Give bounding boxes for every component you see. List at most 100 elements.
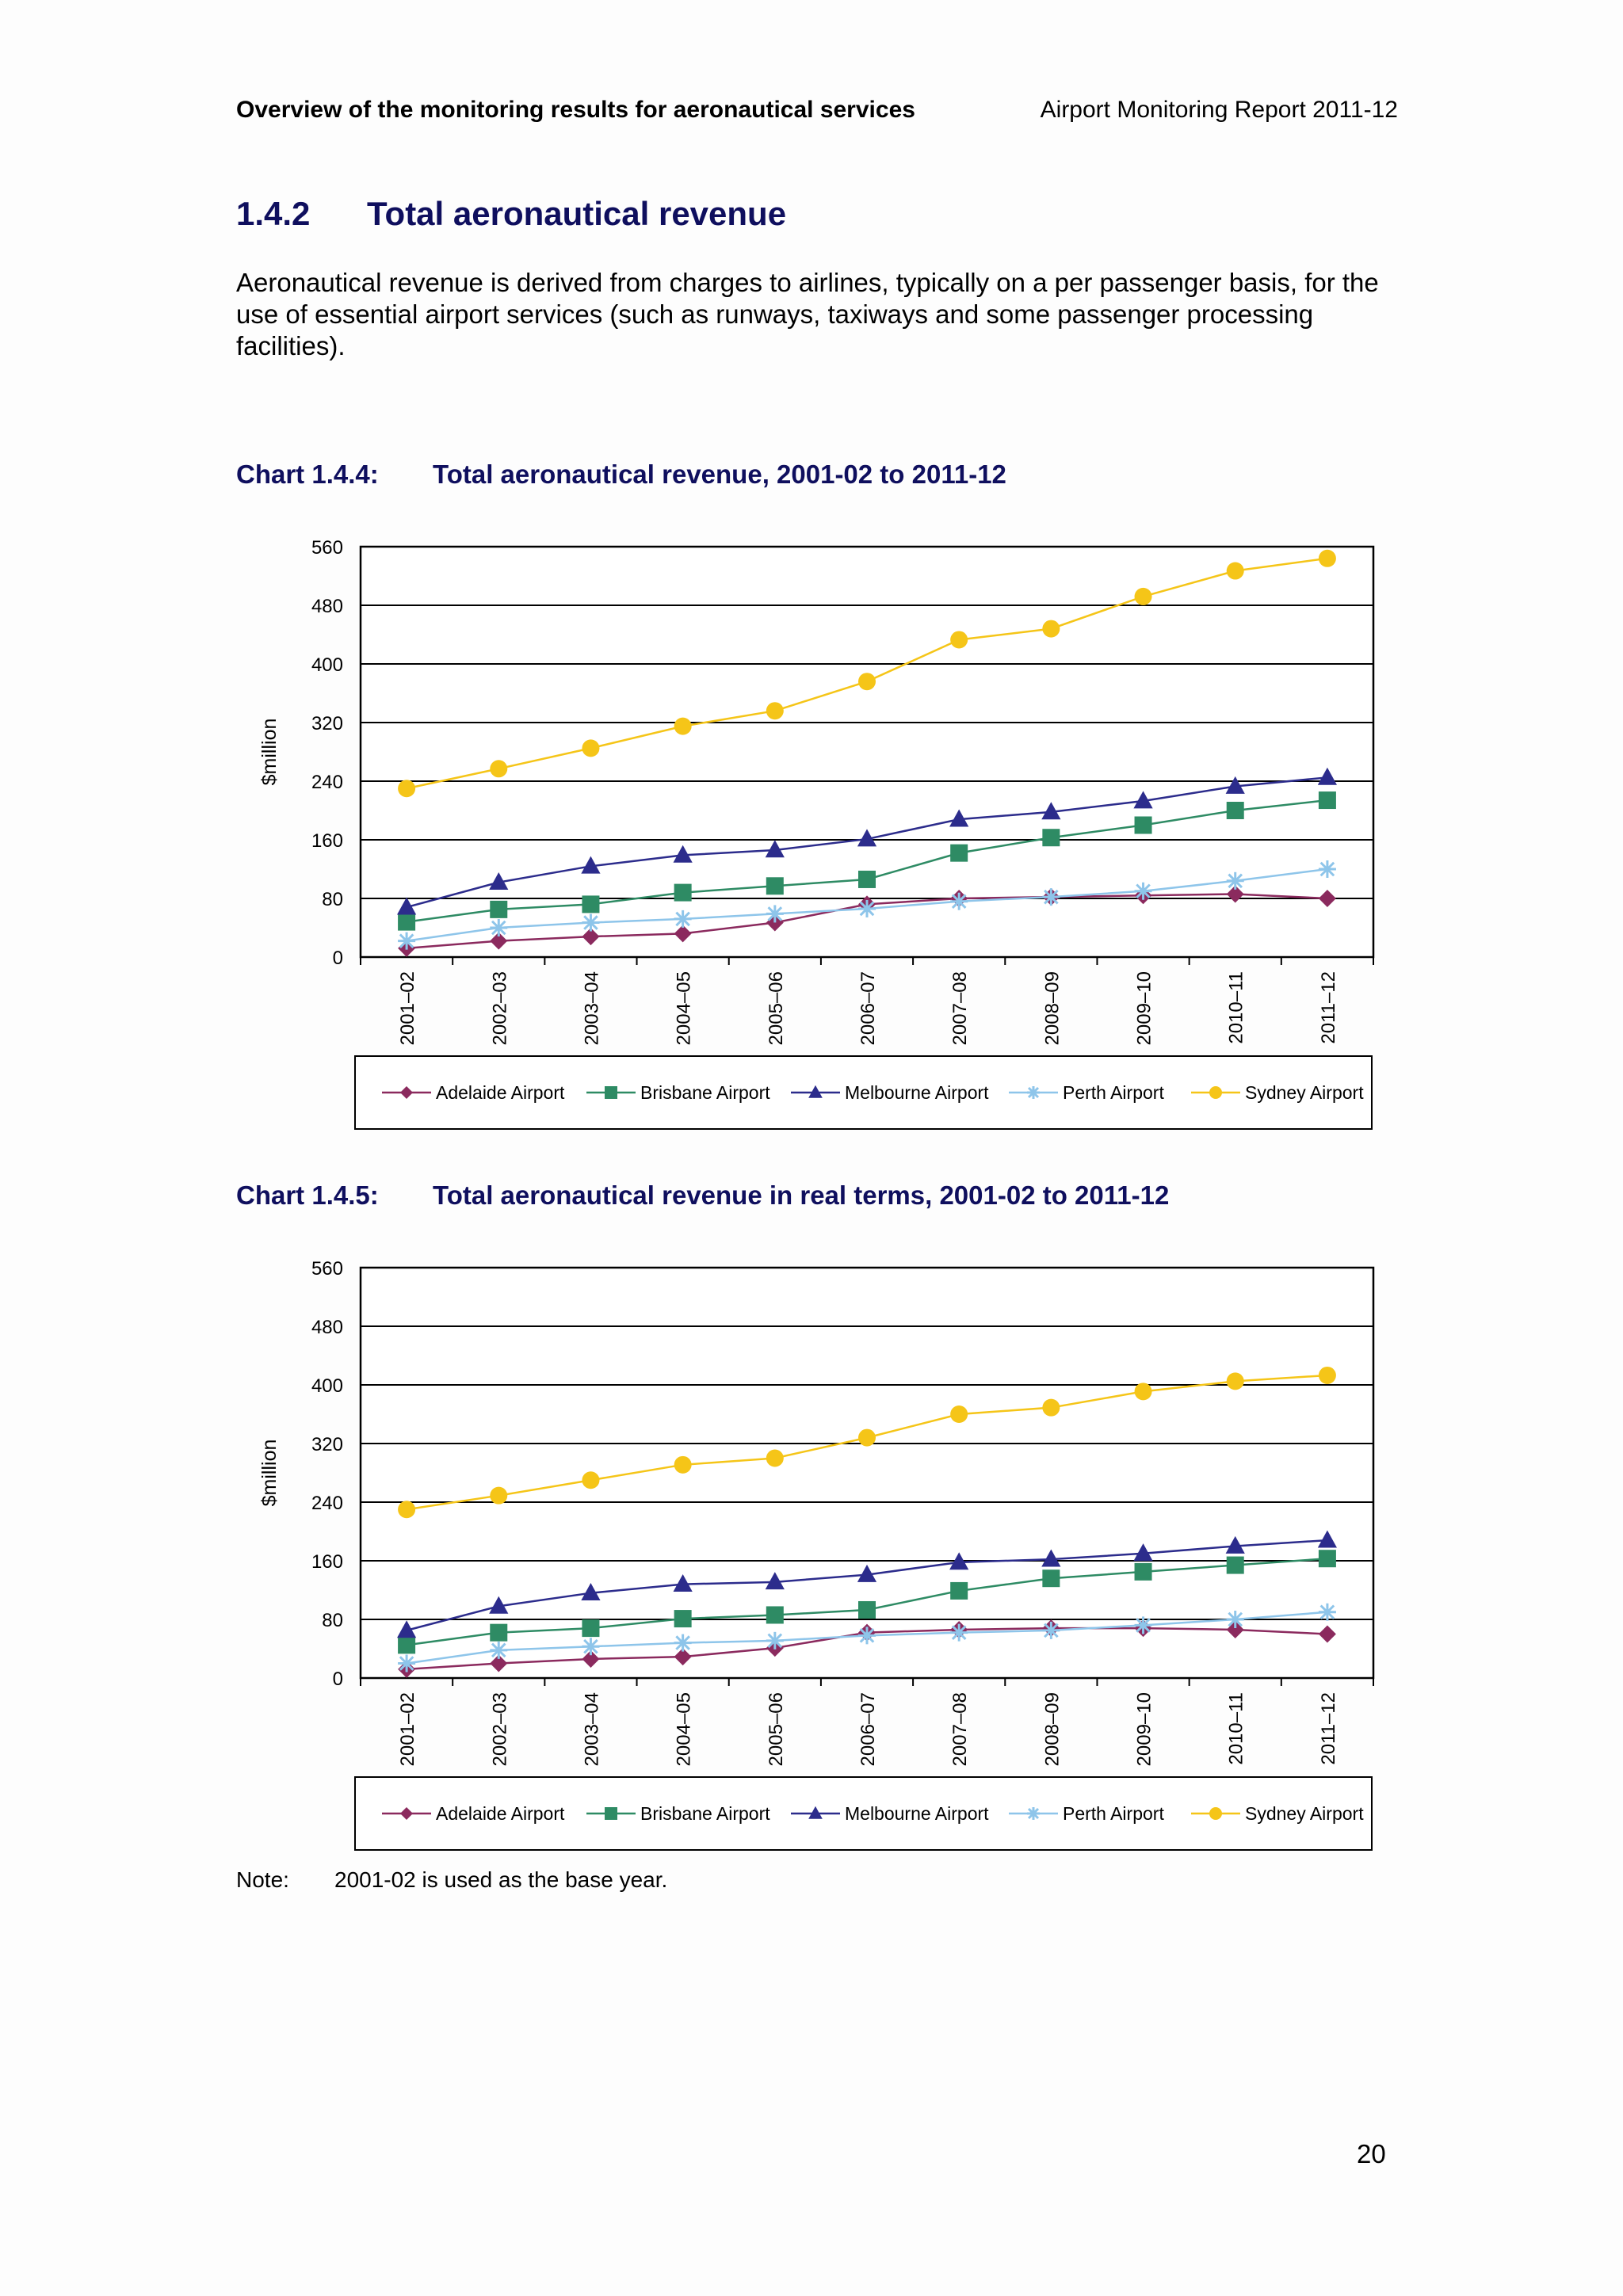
legend-entry: Melbourne Airport: [791, 1082, 989, 1103]
data-point: [489, 872, 509, 890]
data-point: [674, 717, 692, 735]
data-point: [674, 883, 692, 902]
x-tick-label: 2009–10: [1134, 1692, 1155, 1766]
x-tick-label: 2004–05: [674, 971, 695, 1045]
y-tick-label: 480: [311, 596, 343, 617]
legend-entry: Perth Airport: [1009, 1803, 1164, 1824]
chart-2-title: Total aeronautical revenue in real terms…: [433, 1180, 1170, 1210]
legend-label: Brisbane Airport: [640, 1082, 770, 1103]
data-point: [582, 928, 600, 946]
legend-marker: [400, 1086, 413, 1099]
data-point: [1318, 860, 1336, 878]
data-point: [1041, 802, 1061, 820]
data-point: [582, 1619, 600, 1638]
y-tick-label: 240: [311, 1493, 343, 1514]
data-point: [1317, 767, 1338, 785]
note-text: 2001-02 is used as the base year.: [334, 1867, 668, 1892]
data-point: [674, 1455, 692, 1474]
legend-entry: Brisbane Airport: [586, 1082, 770, 1103]
y-tick-label: 400: [311, 654, 343, 676]
y-tick-label: 160: [311, 830, 343, 852]
data-point: [1226, 562, 1244, 580]
data-point: [398, 1654, 416, 1672]
series-perth-airport: [398, 860, 1336, 950]
data-point: [398, 780, 416, 798]
legend-entry: Melbourne Airport: [791, 1803, 989, 1824]
legend-entry: Brisbane Airport: [586, 1803, 770, 1824]
data-point: [765, 840, 785, 858]
data-point: [1134, 1616, 1152, 1634]
series-sydney-airport: [398, 1366, 1336, 1519]
series-melbourne-airport: [396, 1530, 1338, 1638]
data-point: [1134, 1562, 1152, 1581]
legend-label: Adelaide Airport: [436, 1082, 565, 1103]
data-point: [1225, 776, 1245, 794]
legend-marker: [605, 1086, 617, 1099]
data-point: [1318, 1550, 1336, 1568]
data-point: [949, 809, 969, 827]
y-tick-label: 560: [311, 537, 343, 559]
x-tick-label: 2006–07: [857, 1692, 879, 1766]
data-point: [396, 897, 417, 915]
data-point: [1318, 791, 1336, 810]
line-chart-real-revenue: 0 80 160 240 320 400 480 560 $million 2001–02 2002…: [258, 1258, 1375, 1851]
data-point: [1134, 1383, 1152, 1401]
section-title: Total aeronautical revenue: [367, 195, 787, 232]
y-tick-label: 80: [322, 889, 343, 910]
legend-entry: Perth Airport: [1009, 1082, 1164, 1103]
data-point: [582, 1471, 600, 1489]
x-tick-label: 2002–03: [489, 971, 510, 1045]
x-tick-label: 2010–11: [1226, 1692, 1247, 1765]
data-point: [1317, 1530, 1338, 1548]
legend-marker: [808, 1806, 823, 1819]
data-point: [490, 1654, 508, 1672]
y-tick-label: 480: [311, 1317, 343, 1338]
x-tick-label: 2006–07: [857, 971, 879, 1045]
chart-1-number: Chart 1.4.4:: [236, 460, 379, 489]
data-point: [490, 760, 508, 778]
y-tick-label: 160: [311, 1551, 343, 1573]
y-tick-label: 320: [311, 1434, 343, 1455]
data-point: [582, 1638, 600, 1656]
legend-box: [354, 1776, 1373, 1851]
data-point: [490, 900, 508, 918]
data-point: [1042, 1569, 1060, 1588]
data-point: [858, 673, 876, 691]
data-point: [674, 925, 692, 943]
data-point: [1041, 1549, 1061, 1567]
data-point: [1134, 882, 1152, 900]
data-point: [858, 1428, 876, 1447]
data-point: [950, 1405, 968, 1423]
data-point: [582, 913, 600, 932]
data-point: [1042, 1398, 1060, 1417]
data-point: [674, 910, 692, 928]
y-axis-title: $million: [258, 719, 281, 786]
intro-paragraph: Aeronautical revenue is derived from cha…: [236, 268, 1379, 360]
legend-label: Melbourne Airport: [845, 1082, 989, 1103]
data-point: [1134, 816, 1152, 834]
data-point: [490, 932, 508, 950]
series-perth-airport: [398, 1603, 1336, 1672]
x-tick-label: 2005–06: [766, 971, 787, 1045]
legend-label: Sydney Airport: [1245, 1082, 1364, 1103]
data-point: [1226, 1611, 1244, 1628]
y-tick-label: 80: [322, 1610, 343, 1631]
legend-box: [354, 1055, 1373, 1130]
data-point: [950, 844, 968, 862]
data-point: [398, 1636, 416, 1654]
data-point: [1042, 829, 1060, 847]
data-point: [1225, 1535, 1245, 1554]
legend-label: Adelaide Airport: [436, 1803, 565, 1824]
data-point: [581, 856, 601, 874]
x-tick-label: 2001–02: [397, 971, 418, 1045]
data-point: [582, 895, 600, 913]
data-point: [490, 1623, 508, 1642]
x-tick-label: 2003–04: [581, 971, 602, 1045]
y-tick-label: 0: [333, 1669, 343, 1690]
data-point: [1226, 1556, 1244, 1574]
x-tick-label: 2008–09: [1041, 971, 1063, 1045]
x-tick-label: 2008–09: [1041, 1692, 1063, 1766]
legend-label: Perth Airport: [1063, 1803, 1164, 1824]
data-point: [766, 702, 784, 720]
legend-entry: Adelaide Airport: [382, 1803, 565, 1824]
